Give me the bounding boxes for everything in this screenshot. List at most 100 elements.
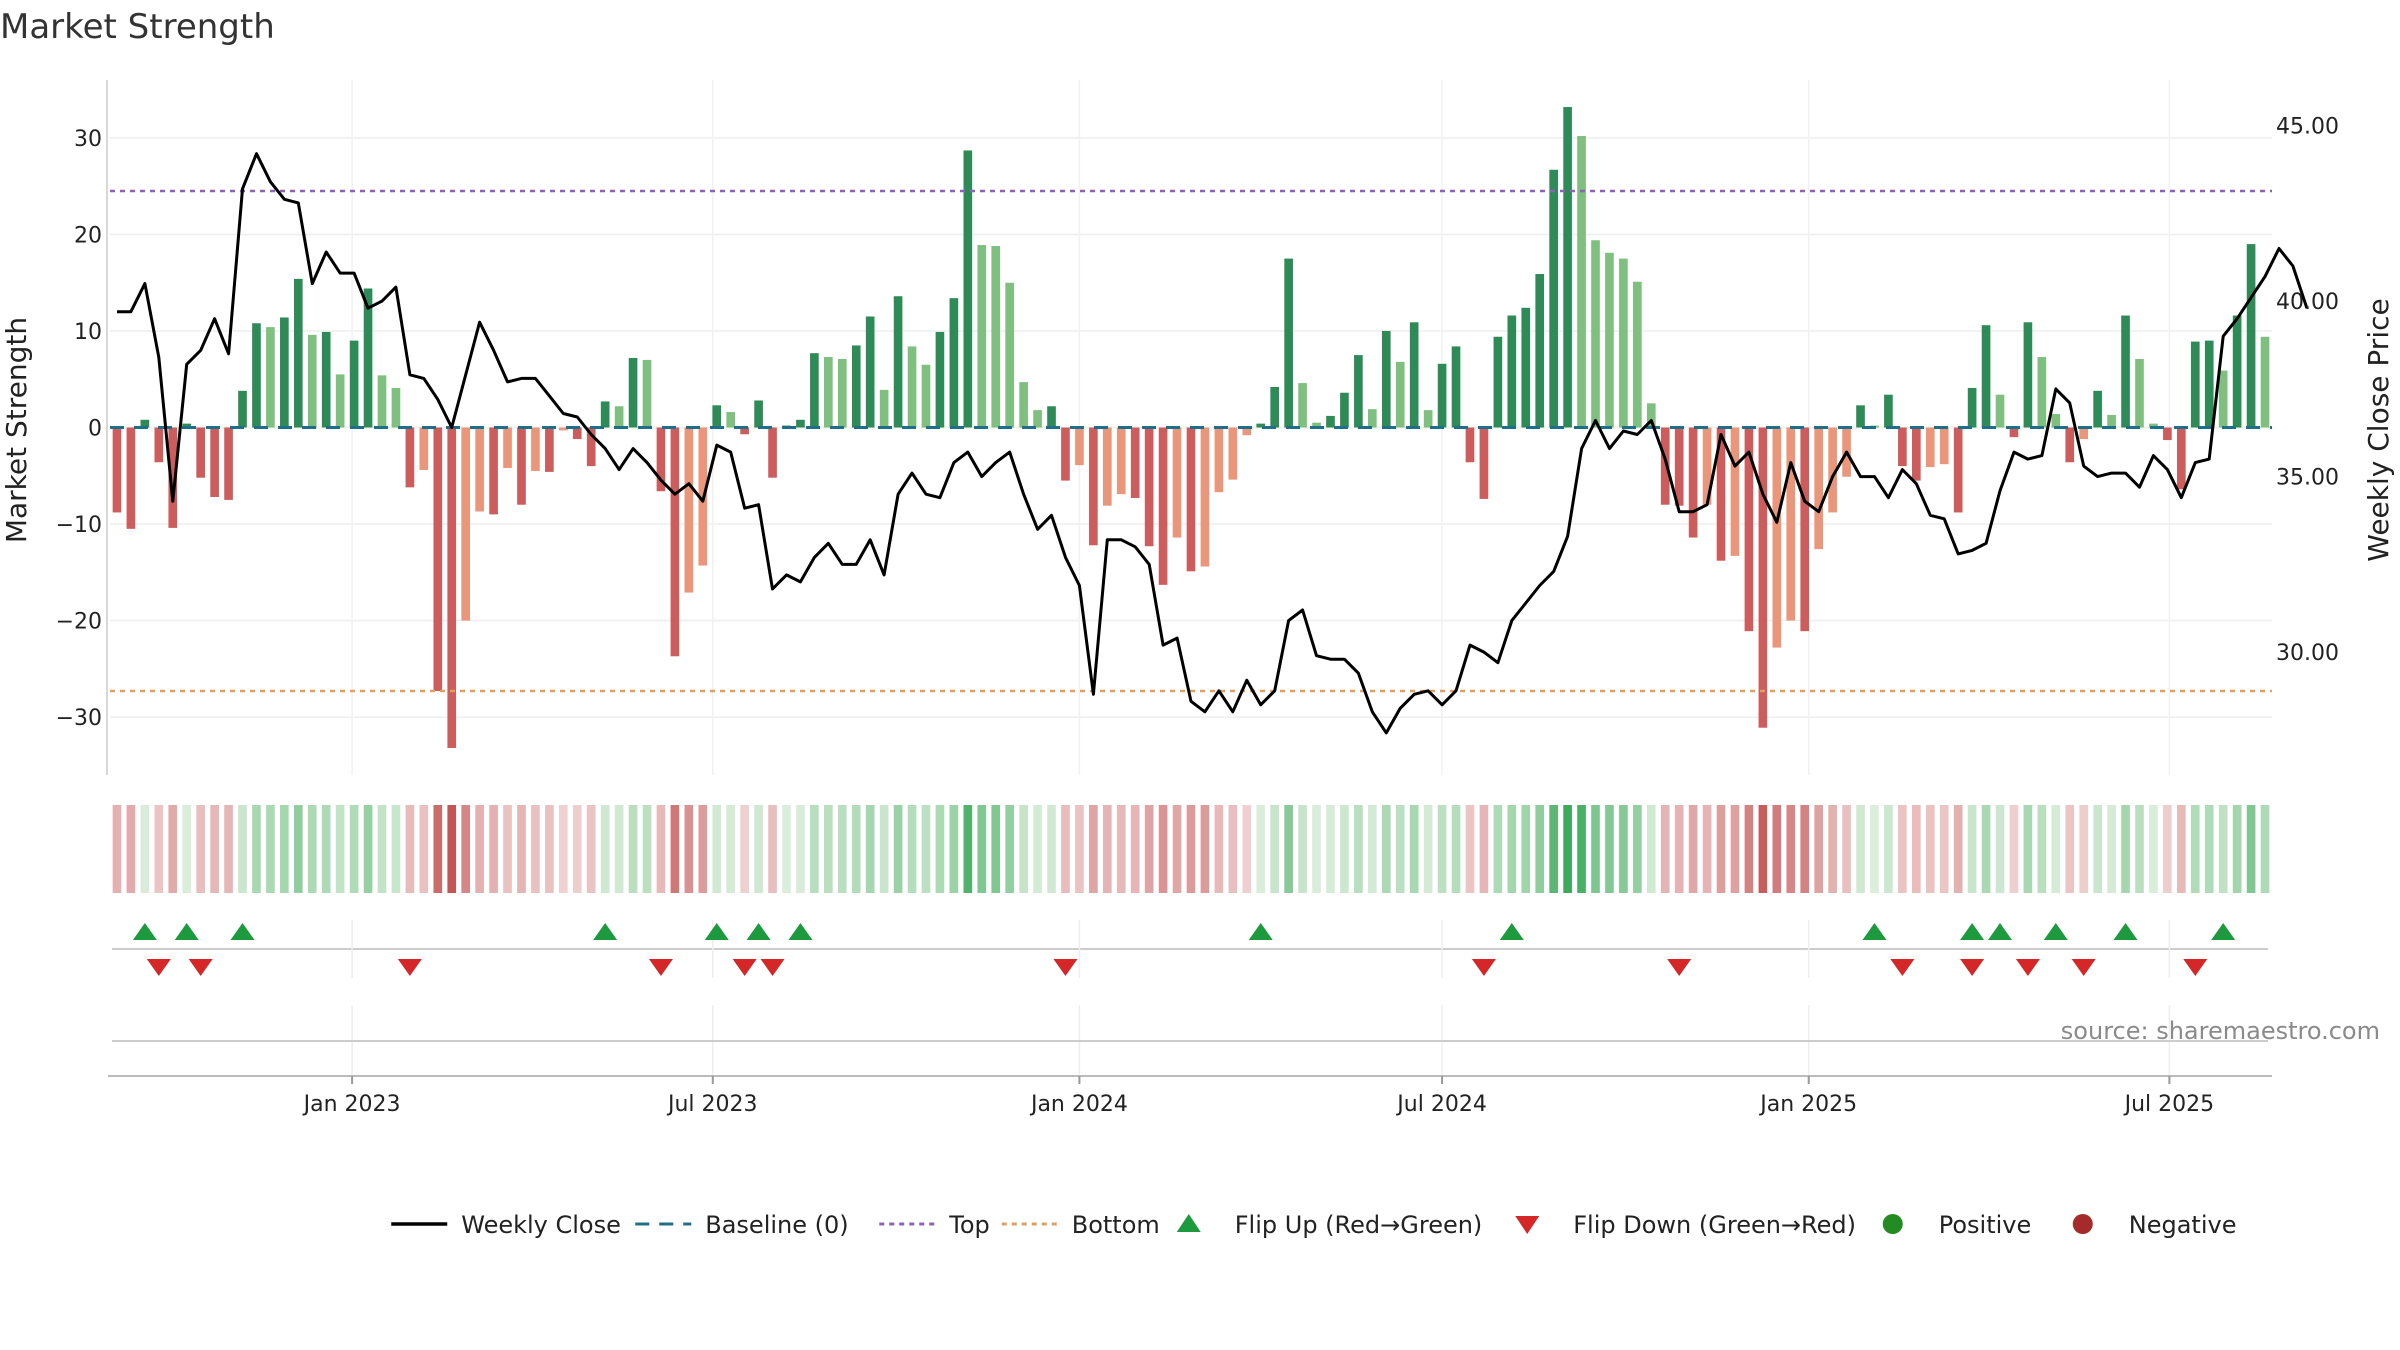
strength-bar [1312,422,1321,428]
strength-bar [754,400,763,428]
flip-up-marker [230,923,255,940]
flip-up-marker [704,923,729,940]
heat-cell [1493,805,1503,893]
heat-cell [1856,805,1865,893]
flip-down-marker [188,959,213,976]
strength-bar [2037,357,2047,428]
heat-cell [1744,805,1754,893]
legend-item: Bottom [1001,1211,1160,1239]
x-tick-label: Jan 2024 [1029,1092,1128,1117]
heat-cell [126,805,136,893]
heat-cell [196,805,205,893]
heat-cell [1158,805,1168,893]
heat-cell [949,805,959,893]
strength-bar [2009,427,2019,438]
strength-bar [712,405,722,428]
flip-down-marker [760,959,785,976]
y-tick-label: −10 [56,513,102,538]
heat-cell [1911,805,1921,893]
strength-bar [1939,427,1949,465]
strength-bar [405,427,415,488]
strength-bar [1758,427,1768,728]
strength-bar [210,427,219,497]
strength-bar [1172,427,1182,538]
heat-cell [1451,805,1461,893]
legend-item: Flip Up (Red→Green) [1176,1211,1482,1239]
strength-bar [238,390,247,428]
strength-bar [2246,244,2256,428]
strength-bar [558,427,568,431]
heat-cell [377,805,387,893]
strength-bar [1200,427,1210,567]
heat-cell [1549,805,1558,893]
flip-down-marker [146,959,171,976]
strength-bar [2023,322,2033,428]
y2-tick-label: 40.00 [2276,290,2339,315]
heat-cell [1758,805,1768,893]
heat-cell [2163,805,2172,893]
heat-cell [1312,805,1321,893]
strength-bar [1898,427,1907,467]
strength-bar [1688,427,1698,538]
heat-cell [1047,805,1056,893]
bars-layer [112,107,2270,748]
strength-bar [1786,427,1796,621]
strength-bar [1326,415,1335,428]
heat-cell [266,805,275,893]
strength-bar [377,375,387,428]
legend-swatch [2072,1214,2093,1234]
heat-cell [1256,805,1266,893]
strength-bar [2149,423,2158,428]
heat-cell [754,805,763,893]
heat-cell [977,805,987,893]
heat-cell [1075,805,1084,893]
heat-cell [1786,805,1796,893]
strength-bar [1814,427,1824,550]
strength-bar [600,401,610,428]
strength-bar [1033,410,1042,428]
strength-bar [893,296,903,428]
strength-bar [391,387,401,428]
strength-bar [1674,427,1684,506]
heat-cell [1702,805,1712,893]
strength-bar [740,427,749,435]
strength-bar [1995,394,2005,428]
strength-bar [2218,370,2228,428]
strength-bar [307,334,317,428]
heat-cell [1102,805,1112,893]
heat-cell [2260,805,2270,893]
heat-cell [740,805,749,893]
heat-cell [1884,805,1893,893]
heat-cell [614,805,624,893]
strength-bar [321,331,331,428]
heat-cell [182,805,192,893]
strength-bar [1465,427,1475,463]
heat-cell [1953,805,1963,893]
heat-cell [252,805,261,893]
strength-bar [419,427,429,470]
heat-cell [1619,805,1628,893]
flip-up-marker [746,923,771,940]
strength-bar [1479,427,1489,499]
strength-bar [293,278,303,428]
flip-down-marker [1053,959,1078,976]
strength-bar [363,288,373,428]
heat-cell [2218,805,2228,893]
heat-cell [1800,805,1810,893]
strength-bar [2107,414,2116,428]
strength-bar [1772,427,1782,648]
y-tick-label: 20 [74,223,102,248]
flip-down-marker [2071,959,2096,976]
y-tick-label: 30 [74,127,102,152]
heat-cell [1772,805,1782,893]
heat-cell [1340,805,1349,893]
x-axis: Jan 2023 Jul 2023 Jan 2024 Jul 2024 Jan 2025… [108,1075,2272,1117]
heat-cell [280,805,289,893]
heat-cell [2051,805,2061,893]
strength-bar [572,427,582,440]
heat-cell [1270,805,1280,893]
strength-bar [503,427,512,469]
flip-down-marker [1960,959,1985,976]
strength-bar [1340,392,1349,428]
